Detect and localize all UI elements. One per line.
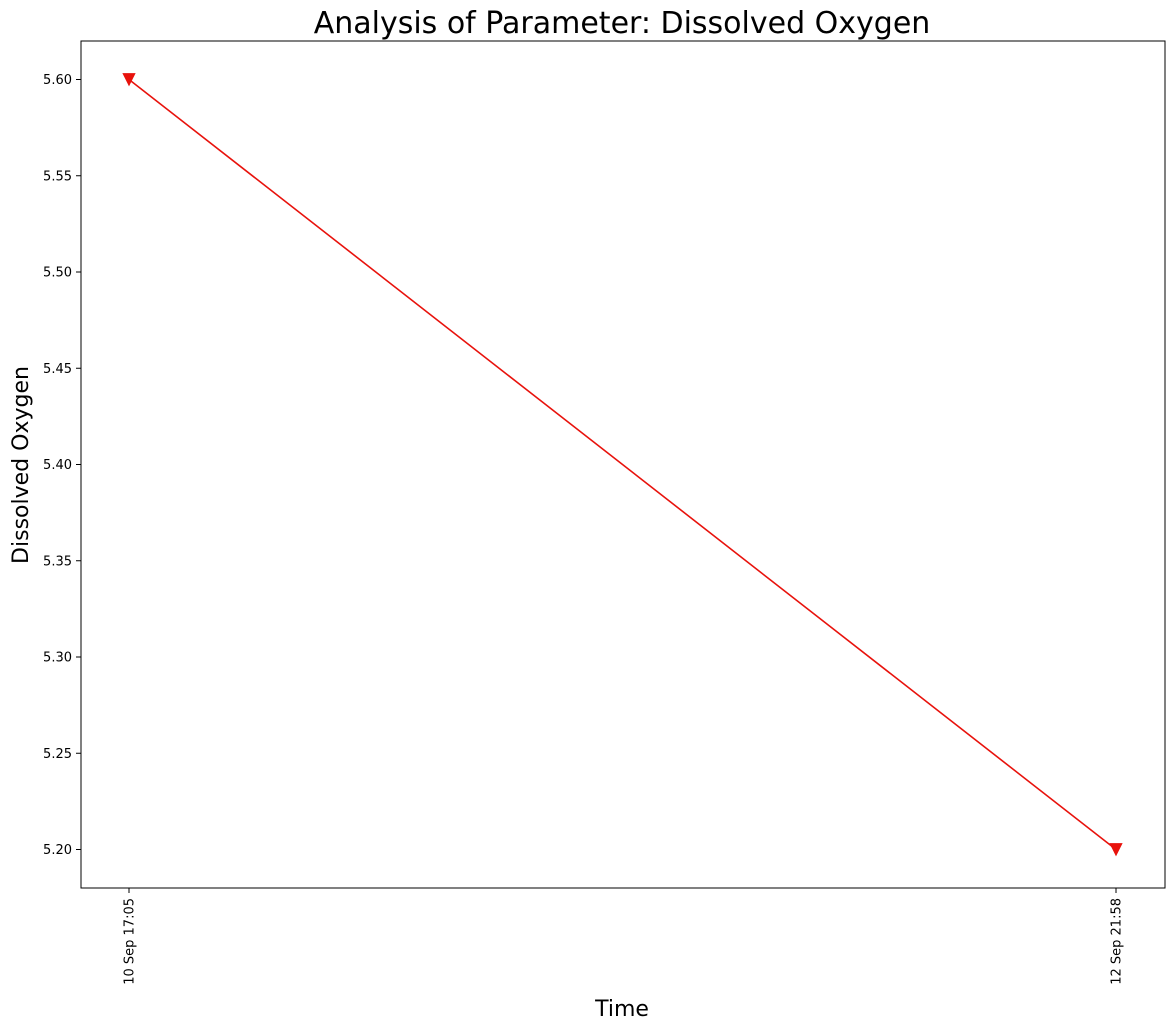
data-point-marker [122, 73, 136, 87]
y-axis-label: Dissolved Oxygen [9, 366, 34, 564]
y-tick-label: 5.40 [43, 458, 72, 473]
series-layer [122, 73, 1123, 857]
y-tick-label: 5.60 [43, 73, 72, 88]
y-tick-label: 5.25 [43, 747, 72, 762]
x-tick-label: 12 Sep 21:58 [1110, 898, 1125, 985]
y-tick-label: 5.55 [43, 169, 72, 184]
data-point-marker [1109, 843, 1123, 857]
y-axis: 5.20 5.25 5.30 5.35 5.40 5.45 5.50 5.55 5.60 [43, 73, 81, 858]
y-tick-label: 5.45 [43, 362, 72, 377]
y-tick-label: 5.30 [43, 651, 72, 666]
chart-title: Analysis of Parameter: Dissolved Oxygen [314, 6, 931, 41]
series-line [128, 78, 1117, 851]
y-tick-label: 5.20 [43, 843, 72, 858]
x-tick-label: 10 Sep 17:05 [123, 898, 138, 985]
y-tick-label: 5.35 [43, 554, 72, 569]
x-axis: 10 Sep 17:05 12 Sep 21:58 [123, 888, 1125, 985]
x-axis-label: Time [594, 997, 649, 1022]
y-tick-label: 5.50 [43, 266, 72, 281]
